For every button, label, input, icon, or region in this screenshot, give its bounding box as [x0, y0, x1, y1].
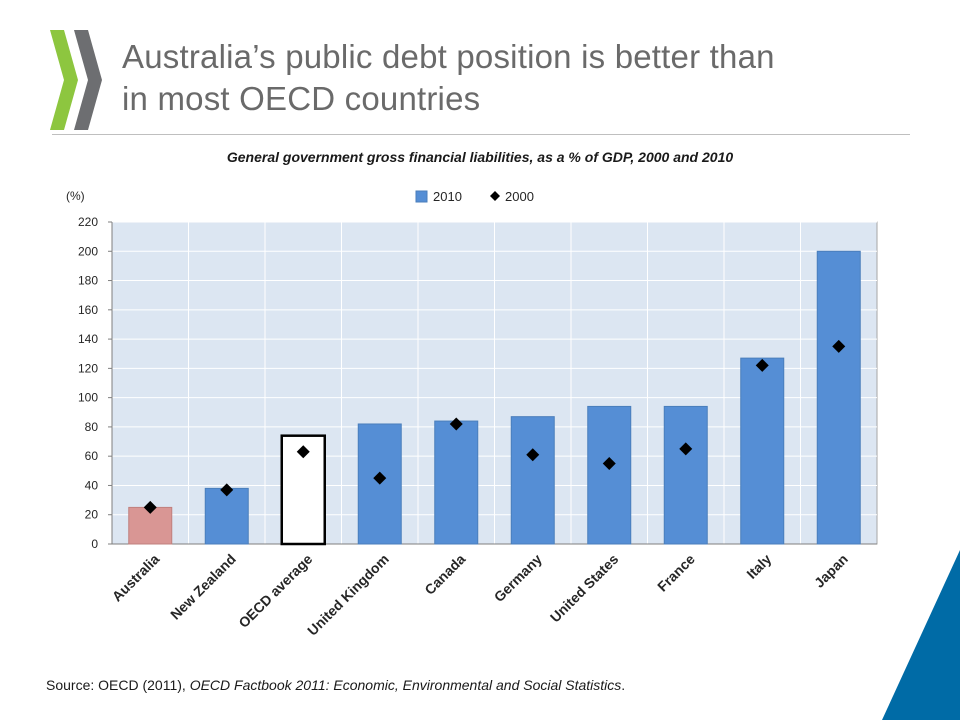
y-tick-label: 120 [78, 361, 98, 375]
marker-2000-italy [755, 358, 769, 372]
x-tick-label: Japan [811, 551, 851, 591]
marker-2000-japan [832, 339, 846, 353]
marker-2000-united-states [602, 457, 616, 470]
y-tick-label: 0 [91, 537, 98, 551]
bar-2010-italy [740, 357, 785, 545]
slide-title-line-1: Australia’s public debt position is bett… [122, 38, 775, 75]
x-tick-label: OECD average [235, 551, 315, 631]
bar-2010-canada [434, 420, 479, 545]
bar-2010-france [663, 405, 708, 545]
legend-label-2010: 2010 [433, 189, 462, 204]
x-tick-label: Germany [491, 551, 545, 605]
y-axis-label: (%) [66, 189, 85, 203]
marker-2000-germany [526, 448, 540, 462]
y-tick-label: 200 [78, 244, 98, 258]
y-tick-label: 100 [78, 391, 98, 405]
marker-2000-united-kingdom [373, 471, 387, 485]
legend-marker-2000 [490, 191, 500, 201]
legend-label-2000: 2000 [505, 189, 534, 204]
source-suffix: . [621, 677, 626, 693]
x-tick-label: Canada [421, 551, 468, 598]
marker-2000-canada [449, 417, 463, 431]
x-tick-label: United Kingdom [304, 551, 392, 639]
x-tick-label: United States [547, 551, 622, 626]
logo-chevron-green [50, 30, 78, 130]
title-divider [52, 134, 910, 135]
legend-swatch-2010 [415, 190, 428, 203]
source-publication: OECD Factbook 2011: Economic, Environmen… [189, 677, 622, 693]
y-tick-label: 180 [78, 274, 98, 288]
source-note: Source: OECD (2011), OECD Factbook 2011:… [46, 677, 625, 693]
marker-2000-oecd-average [296, 445, 310, 459]
slide-title: Australia’s public debt position is bett… [122, 36, 902, 120]
logo-chevron-grey [74, 30, 102, 130]
bar-2010-japan [816, 250, 861, 545]
y-tick-label: 140 [78, 332, 98, 346]
y-tick-label: 80 [85, 420, 99, 434]
y-tick-label: 60 [85, 449, 99, 463]
oecd-logo [50, 30, 102, 130]
chart-title: General government gross financial liabi… [226, 149, 734, 165]
bar-2010-new-zealand [204, 487, 249, 545]
source-prefix: Source: OECD (2011), [46, 677, 190, 693]
slide-title-line-2: in most OECD countries [122, 80, 481, 117]
debt-bar-chart: 0 20 40 60 80 100 120 140 160 180 200 220 (%) Austral… [66, 189, 878, 639]
y-tick-label: 40 [85, 478, 99, 492]
y-tick-label: 20 [85, 508, 99, 522]
marker-2000-france [679, 442, 693, 456]
x-tick-label: France [654, 551, 698, 595]
bar-2010-oecd-average [280, 434, 326, 546]
marker-2000-australia [143, 500, 157, 514]
x-tick-label: Italy [743, 551, 774, 582]
marker-2000-new-zealand [220, 483, 234, 497]
y-tick-label: 220 [78, 215, 98, 229]
x-tick-label: New Zealand [167, 551, 239, 623]
corner-triangle [882, 550, 960, 720]
x-tick-label: Australia [109, 551, 163, 605]
bar-2010-germany [510, 416, 555, 545]
corner-decoration [882, 550, 960, 720]
y-tick-label: 160 [78, 303, 98, 317]
bar-2010-united-states [587, 405, 632, 545]
